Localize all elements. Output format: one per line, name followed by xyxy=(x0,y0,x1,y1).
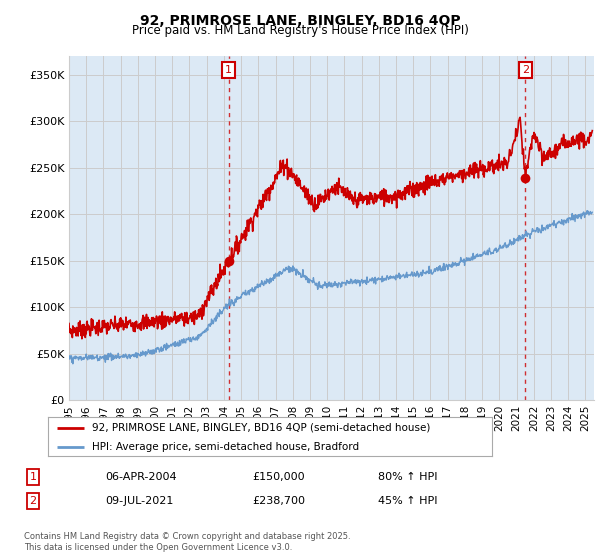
Text: Price paid vs. HM Land Registry's House Price Index (HPI): Price paid vs. HM Land Registry's House … xyxy=(131,24,469,37)
Text: 09-JUL-2021: 09-JUL-2021 xyxy=(105,496,173,506)
Text: 92, PRIMROSE LANE, BINGLEY, BD16 4QP: 92, PRIMROSE LANE, BINGLEY, BD16 4QP xyxy=(140,14,460,28)
Text: HPI: Average price, semi-detached house, Bradford: HPI: Average price, semi-detached house,… xyxy=(92,442,359,452)
Text: 45% ↑ HPI: 45% ↑ HPI xyxy=(378,496,437,506)
Text: 2: 2 xyxy=(522,65,529,75)
Text: £150,000: £150,000 xyxy=(252,472,305,482)
Text: 1: 1 xyxy=(29,472,37,482)
Text: 92, PRIMROSE LANE, BINGLEY, BD16 4QP (semi-detached house): 92, PRIMROSE LANE, BINGLEY, BD16 4QP (se… xyxy=(92,423,431,433)
Text: 1: 1 xyxy=(225,65,232,75)
Text: 80% ↑ HPI: 80% ↑ HPI xyxy=(378,472,437,482)
Text: Contains HM Land Registry data © Crown copyright and database right 2025.
This d: Contains HM Land Registry data © Crown c… xyxy=(24,532,350,552)
Text: £238,700: £238,700 xyxy=(252,496,305,506)
Text: 2: 2 xyxy=(29,496,37,506)
Text: 06-APR-2004: 06-APR-2004 xyxy=(105,472,176,482)
